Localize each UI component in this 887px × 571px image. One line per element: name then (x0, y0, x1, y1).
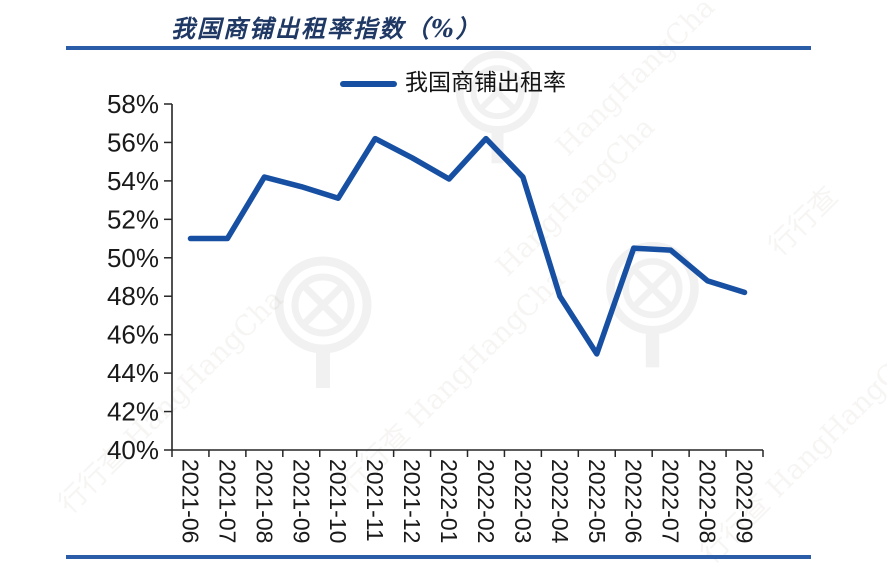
x-axis-label: 2022-08 (695, 459, 721, 543)
x-axis-label: 2022-05 (584, 459, 610, 543)
y-axis-label: 54% (107, 166, 159, 196)
legend-line-swatch (340, 80, 397, 87)
y-axis-label: 56% (107, 127, 159, 157)
chart-title: 我国商铺出租率指数（%） (171, 14, 482, 43)
watermark-text: 行行查 HangHangCha (51, 282, 290, 520)
y-axis-label: 52% (107, 204, 159, 234)
watermark-text: HangHangCha (549, 0, 722, 163)
y-axis-label: 50% (107, 243, 159, 273)
magnifier-watermark-icon (274, 256, 372, 388)
watermark-text: 行行查 HangHangCha (333, 262, 572, 500)
x-axis-label: 2021-08 (251, 459, 277, 543)
watermark-text: HangHangCha (489, 110, 662, 283)
x-axis-label: 2021-09 (288, 459, 314, 543)
x-axis-label: 2021-10 (325, 459, 351, 543)
x-axis-label: 2022-01 (436, 459, 462, 543)
y-axis-label: 48% (107, 281, 159, 311)
y-axis-label: 42% (107, 397, 159, 427)
x-axis-label: 2021-11 (362, 459, 388, 542)
x-axis-label: 2021-07 (214, 459, 240, 543)
watermark-text: 行行查 (761, 179, 845, 263)
x-axis-label: 2022-09 (732, 459, 758, 543)
magnifier-watermark-icon (606, 241, 699, 368)
x-axis-label: 2022-07 (658, 459, 684, 543)
bottom-divider-rule (66, 555, 811, 559)
data-line-series (187, 135, 748, 357)
x-axis-label: 2022-03 (510, 459, 536, 543)
x-axis-label: 2022-02 (473, 459, 499, 543)
y-axis-label: 46% (107, 320, 159, 350)
y-axis-label: 44% (107, 358, 159, 388)
legend-series-label: 我国商铺出租率 (405, 70, 566, 96)
legend: 我国商铺出租率 (340, 72, 566, 95)
axis-lines (171, 104, 763, 451)
x-axis-label: 2021-06 (177, 459, 203, 543)
top-divider-rule (66, 46, 811, 50)
x-axis-label: 2022-06 (621, 459, 647, 543)
y-axis-label: 40% (107, 435, 159, 465)
x-axis-label: 2022-04 (547, 459, 573, 544)
y-axis-label: 58% (107, 89, 159, 119)
magnifier-watermark-icon (455, 50, 540, 164)
watermark-text: 行行查 HangHangCha (693, 332, 887, 570)
x-axis-label: 2021-12 (399, 459, 425, 543)
